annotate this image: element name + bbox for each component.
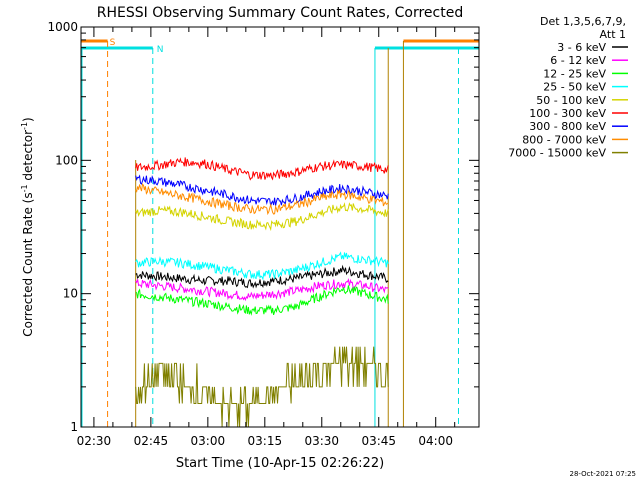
- series-line-8: [135, 346, 389, 428]
- series-line-1: [135, 277, 389, 302]
- series-line-5: [135, 157, 389, 181]
- legend-label-8: 7000 - 15000 keV: [508, 147, 606, 160]
- legend-label-0: 3 - 6 keV: [557, 41, 606, 54]
- legend-label-6: 300 - 800 keV: [529, 120, 606, 133]
- x-tick-label-3: 03:15: [248, 434, 283, 448]
- saa-label: S: [110, 38, 116, 48]
- series-line-7: [135, 183, 389, 216]
- x-tick-label-5: 03:45: [361, 434, 396, 448]
- series-line-2: [135, 285, 389, 316]
- series-line-0: [135, 264, 389, 289]
- chart-title: RHESSI Observing Summary Count Rates, Co…: [97, 5, 463, 21]
- series-line-3: [135, 251, 389, 281]
- legend-label-4: 50 - 100 keV: [536, 94, 606, 107]
- night-label: N: [157, 45, 164, 55]
- y-axis-label-sup2: -1: [20, 122, 29, 130]
- plot-area: SN: [81, 38, 479, 428]
- timestamp: 28-Oct-2021 07:25: [570, 470, 636, 478]
- legend-label-1: 6 - 12 keV: [550, 54, 606, 67]
- y-axis-label-main: Corrected Count Rate (s: [21, 192, 35, 336]
- x-axis-label: Start Time (10-Apr-15 02:26:22): [176, 456, 384, 471]
- x-tick-label-4: 03:30: [304, 434, 339, 448]
- legend-label-3: 25 - 50 keV: [543, 81, 606, 94]
- x-tick-label-0: 02:30: [77, 434, 112, 448]
- y-tick-label-2: 100: [55, 153, 78, 167]
- x-tick-label-6: 04:00: [418, 434, 453, 448]
- plot-frame: [80, 26, 480, 428]
- series-line-4: [135, 202, 389, 232]
- y-axis: 1 10 100 1000: [47, 20, 479, 434]
- x-tick-label-2: 03:00: [191, 434, 226, 448]
- x-axis: 02:30 02:45 03:00 03:15 03:30 03:45 04:00: [77, 27, 456, 448]
- y-axis-label: Corrected Count Rate (s-1 detector-1): [20, 117, 35, 336]
- legend-label-5: 100 - 300 keV: [529, 107, 606, 120]
- series-line-6: [135, 174, 389, 207]
- legend-header-2: Att 1: [600, 28, 626, 41]
- legend-label-2: 12 - 25 keV: [543, 67, 606, 80]
- legend-header-1: Det 1,3,5,6,7,9,: [540, 15, 626, 28]
- legend-label-7: 800 - 7000 keV: [522, 133, 606, 146]
- y-axis-label-mid: detector: [21, 130, 35, 185]
- y-axis-label-sup1: -1: [20, 184, 29, 192]
- y-tick-label-3: 1000: [47, 20, 78, 34]
- y-tick-label-1: 10: [63, 287, 78, 301]
- y-tick-label-0: 1: [70, 420, 78, 434]
- x-tick-label-1: 02:45: [134, 434, 169, 448]
- y-axis-label-end: ): [21, 117, 35, 122]
